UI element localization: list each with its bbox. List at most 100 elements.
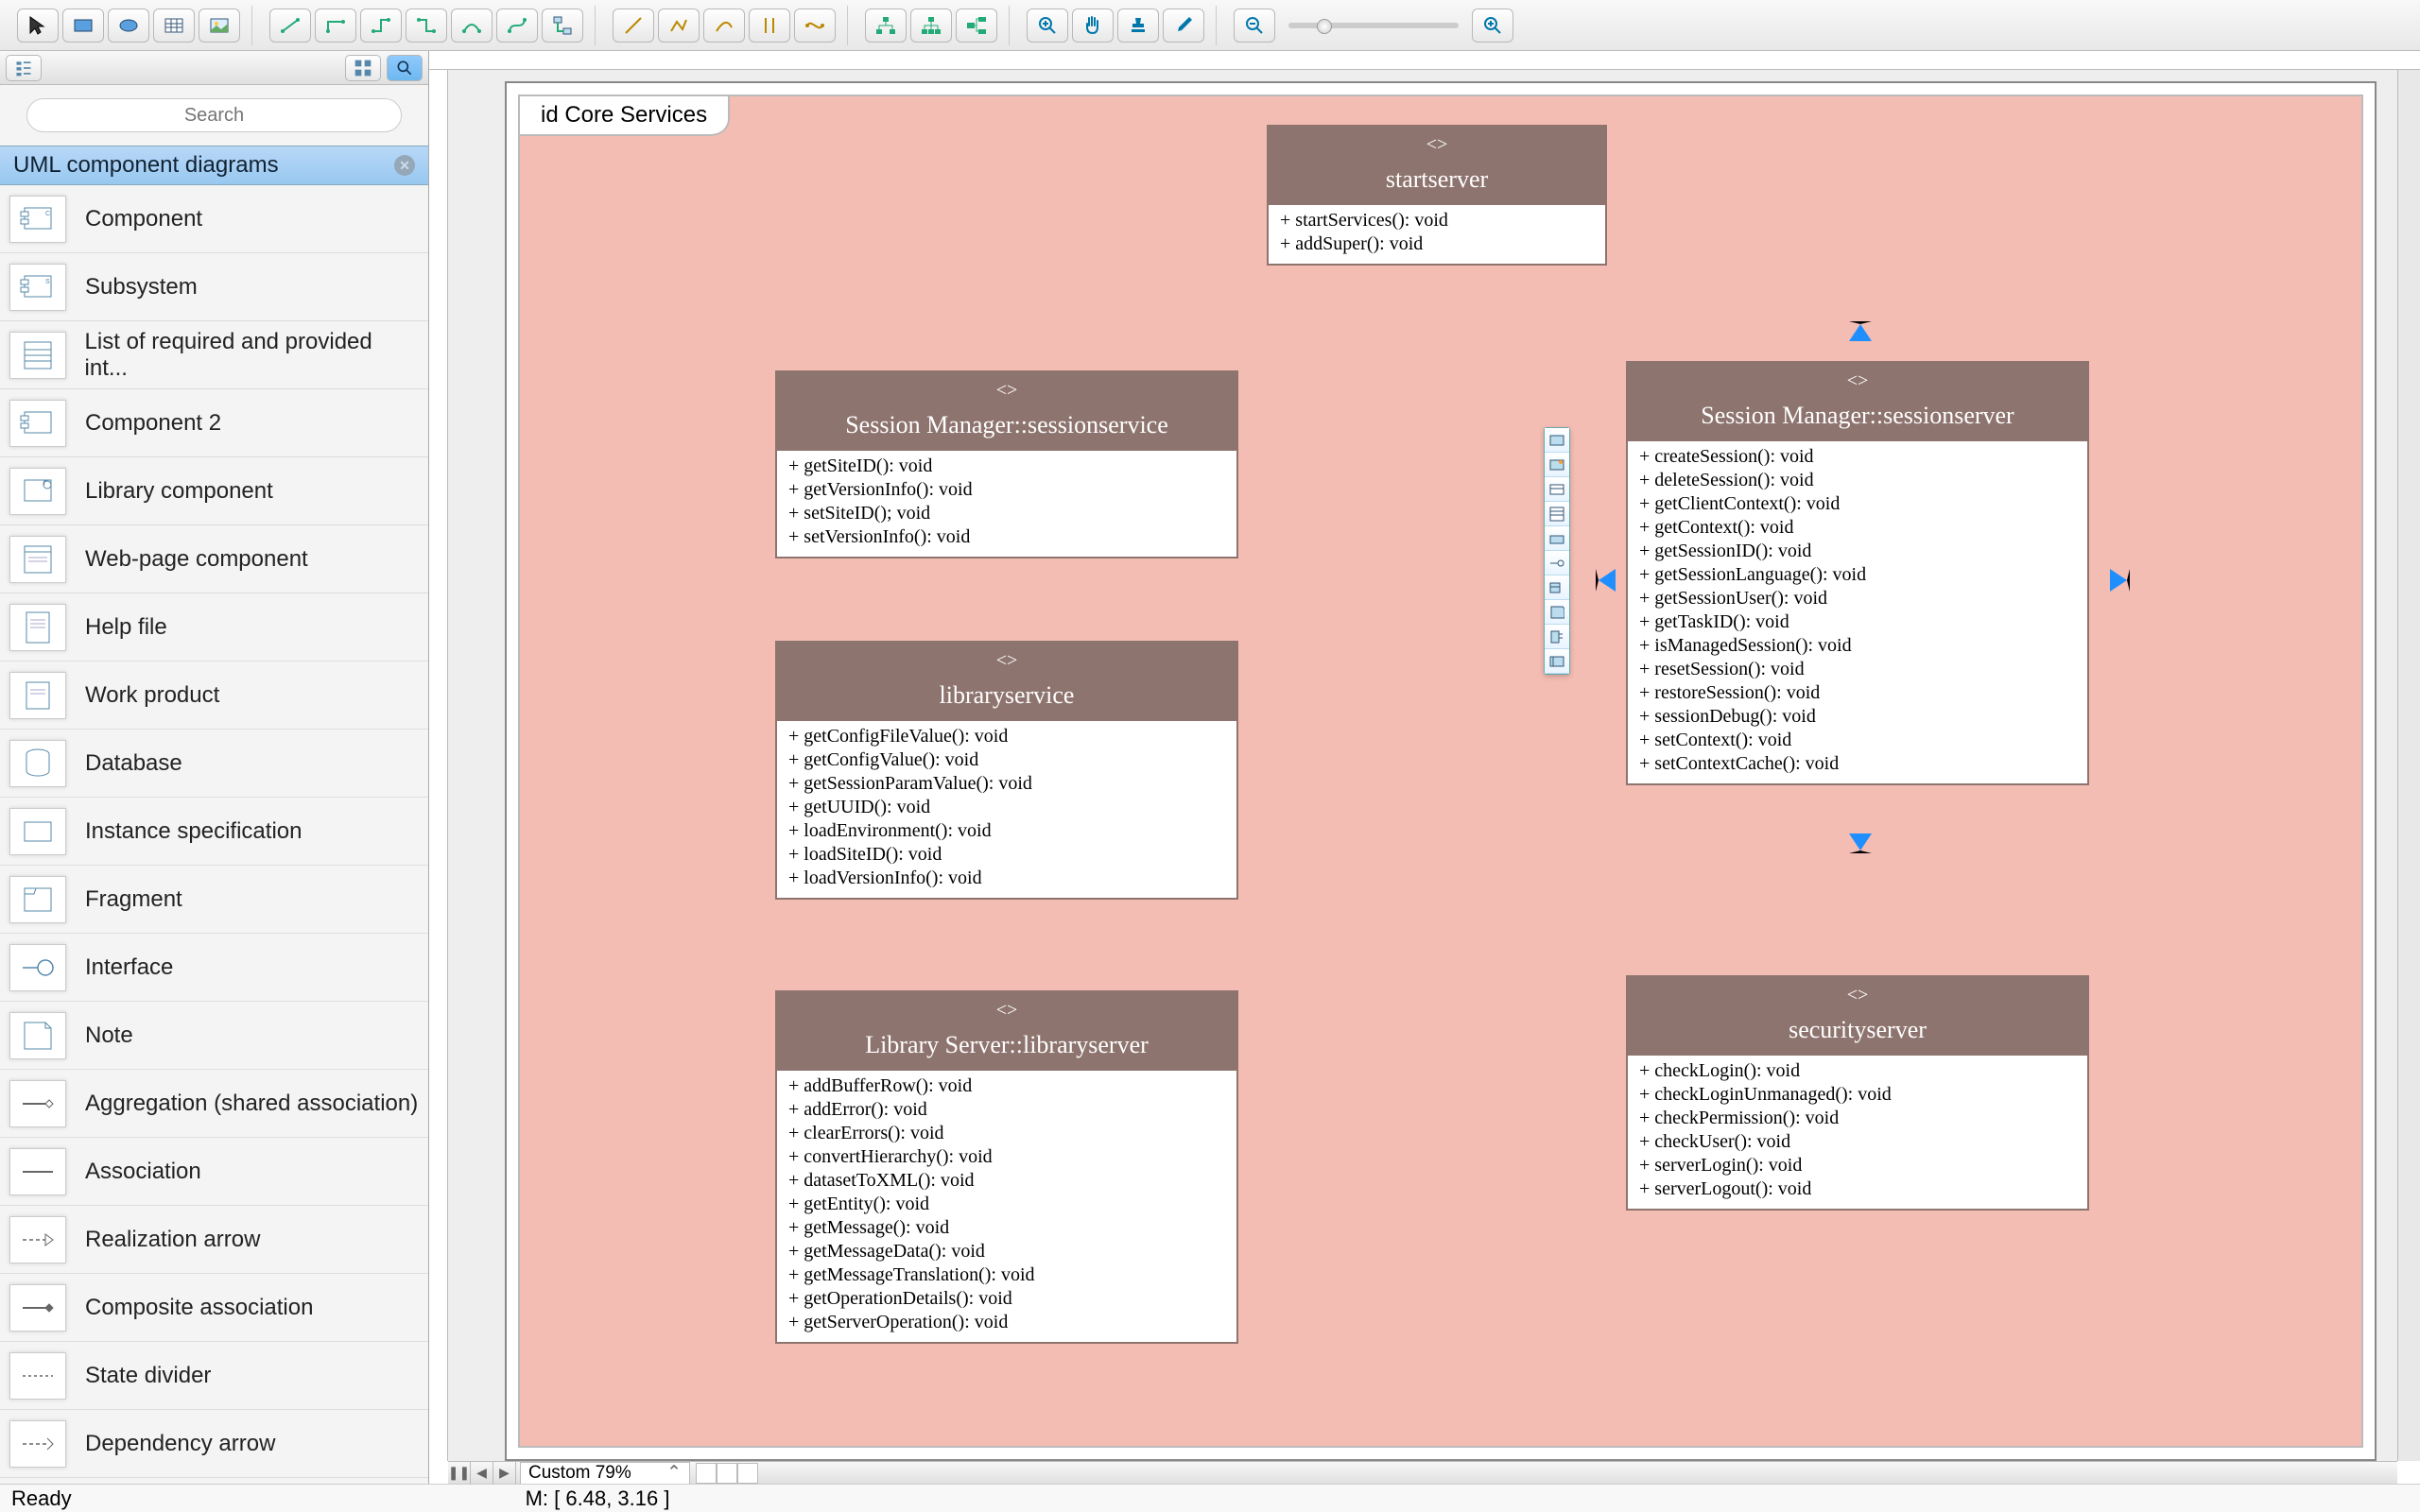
palette-item[interactable]: Work product xyxy=(0,662,428,730)
zoom-plus-icon[interactable] xyxy=(1472,9,1513,43)
quickpal-item-icon[interactable] xyxy=(1545,649,1569,674)
palette-label: Composite association xyxy=(85,1295,313,1321)
quickpal-item-icon[interactable] xyxy=(1545,625,1569,649)
zoom-select[interactable]: Custom 79%⌃ xyxy=(520,1462,690,1485)
scroll-pause-icon[interactable]: ❚❚ xyxy=(448,1462,471,1485)
shape-palette: CComponentSSubsystemList of required and… xyxy=(0,185,428,1484)
quickpal-item-icon[interactable] xyxy=(1545,576,1569,600)
uml-method: + addBufferRow(): void xyxy=(788,1074,1225,1098)
connector-line-tool[interactable] xyxy=(269,9,311,43)
ruler-vertical xyxy=(429,70,448,1461)
uml-procedure-box[interactable]: <>Session Manager::sessionservice+ getSi… xyxy=(775,370,1238,558)
palette-item[interactable]: Note xyxy=(0,1002,428,1070)
panel-tab-grid[interactable] xyxy=(345,55,381,81)
uml-method: + getSessionLanguage(): void xyxy=(1639,563,2076,587)
selection-handle-up-icon[interactable] xyxy=(1849,321,1872,341)
palette-item[interactable]: Aggregation (shared association) xyxy=(0,1070,428,1138)
shape-quick-palette[interactable] xyxy=(1544,427,1570,675)
polyline-tool[interactable] xyxy=(658,9,700,43)
palette-item[interactable]: SSubsystem xyxy=(0,253,428,321)
palette-item[interactable]: Realization arrow xyxy=(0,1206,428,1274)
uml-procedure-box[interactable]: <>startserver+ startServices(): void+ ad… xyxy=(1267,125,1607,266)
spline-tool[interactable] xyxy=(794,9,836,43)
palette-thumb-icon xyxy=(9,1080,66,1127)
page[interactable]: id Core Services xyxy=(505,81,2377,1461)
quickpal-item-icon[interactable] xyxy=(1545,477,1569,502)
category-header[interactable]: UML component diagrams ✕ xyxy=(0,146,428,185)
shape-library-panel: UML component diagrams ✕ CComponentSSubs… xyxy=(0,51,429,1484)
zoom-out-icon[interactable] xyxy=(1234,9,1275,43)
category-close-icon[interactable]: ✕ xyxy=(394,155,415,176)
uml-method: + getConfigValue(): void xyxy=(788,748,1225,772)
quickpal-item-icon[interactable] xyxy=(1545,600,1569,625)
tree-chain-tool[interactable] xyxy=(865,9,907,43)
palette-item[interactable]: Dependency arrow xyxy=(0,1410,428,1478)
palette-item[interactable]: Database xyxy=(0,730,428,798)
palette-item[interactable]: CComponent xyxy=(0,185,428,253)
palette-item[interactable]: Web-page component xyxy=(0,525,428,593)
palette-item[interactable]: Help file xyxy=(0,593,428,662)
selection-handle-down-icon[interactable] xyxy=(1849,833,1872,853)
palette-item[interactable]: State divider xyxy=(0,1342,428,1410)
palette-label: Association xyxy=(85,1159,201,1185)
quickpal-item-icon[interactable] xyxy=(1545,551,1569,576)
zoom-in-tool[interactable] xyxy=(1027,9,1068,43)
connector-elbow1-tool[interactable] xyxy=(315,9,356,43)
uml-procedure-box[interactable]: <>Library Server::libraryserver+ addBuff… xyxy=(775,990,1238,1344)
quickpal-item-icon[interactable] xyxy=(1545,428,1569,453)
quickpal-item-icon[interactable] xyxy=(1545,453,1569,477)
ellipse-shape-tool[interactable] xyxy=(108,9,149,43)
panel-tab-outline[interactable] xyxy=(6,55,42,81)
vertical-scrollbar[interactable] xyxy=(2397,70,2420,1461)
uml-method: + resetSession(): void xyxy=(1639,658,2076,681)
uml-method: + loadVersionInfo(): void xyxy=(788,867,1225,890)
selection-handle-left-icon[interactable] xyxy=(1596,569,1616,592)
line-tool[interactable] xyxy=(613,9,654,43)
tree-right-tool[interactable] xyxy=(956,9,997,43)
pan-tool[interactable] xyxy=(1072,9,1114,43)
quickpal-item-icon[interactable] xyxy=(1545,526,1569,551)
search-input[interactable] xyxy=(26,98,402,132)
scroll-right-icon[interactable]: ▶ xyxy=(493,1462,516,1485)
uml-procedure-box[interactable]: <>Session Manager::sessionserver+ create… xyxy=(1626,361,2089,785)
connector-zig-tool[interactable] xyxy=(406,9,447,43)
tree-auto-tool[interactable] xyxy=(910,9,952,43)
connector-arc-tool[interactable] xyxy=(451,9,493,43)
palette-item[interactable]: Interface xyxy=(0,934,428,1002)
palette-item[interactable]: Fragment xyxy=(0,866,428,934)
uml-method: + getMessage(): void xyxy=(788,1216,1225,1240)
selection-handle-right-icon[interactable] xyxy=(2110,569,2130,592)
vertical-line-tool[interactable] xyxy=(749,9,790,43)
graphic-tool[interactable] xyxy=(199,9,240,43)
palette-label: Work product xyxy=(85,682,219,709)
connector-smart-tool[interactable] xyxy=(542,9,583,43)
uml-procedure-box[interactable]: <>libraryservice+ getConfigFileValue(): … xyxy=(775,641,1238,900)
palette-item[interactable]: Component 2 xyxy=(0,389,428,457)
eyedropper-tool[interactable] xyxy=(1163,9,1204,43)
uml-procedure-box[interactable]: <>securityserver+ checkLogin(): void+ ch… xyxy=(1626,975,2089,1211)
uml-method: + getContext(): void xyxy=(1639,516,2076,540)
palette-item[interactable]: Composite association xyxy=(0,1274,428,1342)
stamp-tool[interactable] xyxy=(1117,9,1159,43)
rect-shape-tool[interactable] xyxy=(62,9,104,43)
scroll-left-icon[interactable]: ◀ xyxy=(471,1462,493,1485)
palette-item[interactable]: Association xyxy=(0,1138,428,1206)
canvas-viewport[interactable]: id Core Services xyxy=(448,70,2397,1461)
cursor-tool[interactable] xyxy=(17,9,59,43)
palette-label: Instance specification xyxy=(85,818,302,845)
palette-thumb-icon xyxy=(9,740,66,787)
zoom-slider[interactable] xyxy=(1288,23,1459,28)
palette-thumb-icon xyxy=(9,1012,66,1059)
connector-curve-tool[interactable] xyxy=(496,9,538,43)
curve-tool[interactable] xyxy=(703,9,745,43)
palette-item[interactable]: Instance specification xyxy=(0,798,428,866)
connector-elbow2-tool[interactable] xyxy=(360,9,402,43)
view-mode-buttons[interactable] xyxy=(696,1463,758,1484)
table-tool[interactable] xyxy=(153,9,195,43)
quickpal-item-icon[interactable] xyxy=(1545,502,1569,526)
palette-item[interactable]: List of required and provided int... xyxy=(0,321,428,389)
panel-tab-search[interactable] xyxy=(387,55,423,81)
palette-item[interactable]: Library component xyxy=(0,457,428,525)
diagram-frame[interactable]: id Core Services xyxy=(518,94,2363,1448)
uml-method: + getTaskID(): void xyxy=(1639,610,2076,634)
